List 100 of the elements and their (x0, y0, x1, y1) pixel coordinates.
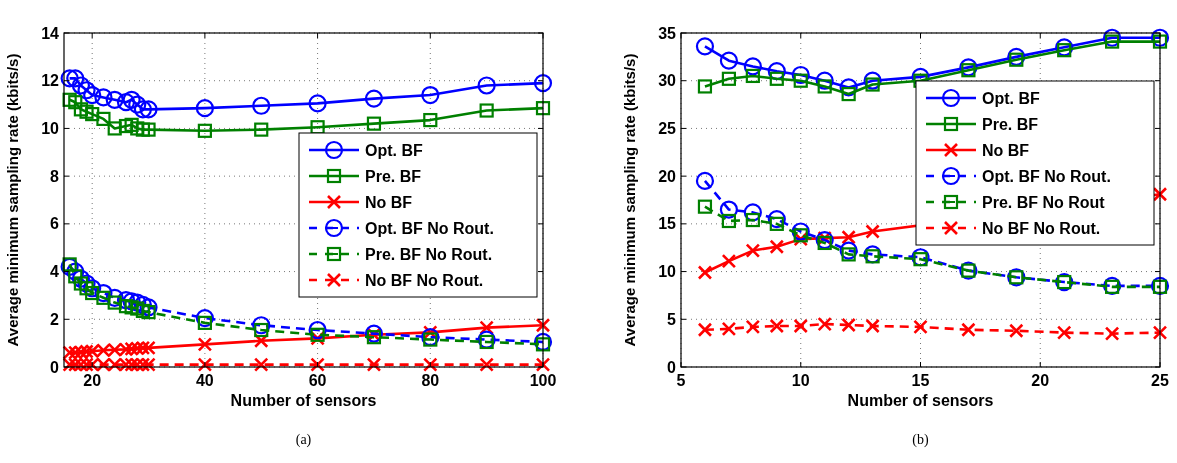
y-tick-label: 2 (50, 310, 60, 328)
point (697, 79, 713, 94)
point (139, 100, 158, 119)
point (1103, 28, 1122, 47)
y-tick-label: 15 (658, 215, 677, 233)
legend-label: Opt. BF No Rout. (982, 167, 1111, 185)
y-tick-label: 30 (658, 72, 677, 90)
point (911, 248, 930, 267)
point (73, 102, 89, 117)
point (195, 99, 214, 118)
point (60, 257, 79, 276)
point (721, 253, 737, 269)
point (961, 322, 976, 338)
point (85, 285, 100, 301)
point (959, 58, 978, 77)
point (197, 315, 212, 330)
point (60, 69, 79, 88)
y-tick-label: 10 (41, 120, 60, 138)
y-tick-label: 0 (50, 358, 60, 376)
legend-label: Pre. BF (982, 115, 1039, 133)
point (107, 295, 122, 310)
point (815, 230, 834, 250)
legend-label: Opt. BF (365, 141, 423, 159)
point (479, 103, 494, 118)
point (83, 279, 102, 298)
point (252, 316, 271, 335)
point (697, 265, 713, 280)
point (863, 245, 882, 264)
point (769, 239, 785, 255)
point (252, 96, 271, 115)
point (68, 269, 83, 284)
point (107, 121, 122, 136)
legend-label: Pre. BF No Rout. (365, 245, 493, 263)
point (865, 224, 880, 239)
legend-label: Opt. BF No Rout. (365, 219, 494, 237)
y-tick-label: 8 (50, 167, 60, 185)
point (791, 65, 810, 85)
point (1009, 323, 1024, 339)
point (533, 332, 553, 352)
point (721, 321, 737, 337)
x-tick-label: 20 (83, 372, 102, 389)
point (1055, 38, 1074, 57)
y-tick-label: 25 (658, 120, 677, 138)
point (865, 249, 880, 264)
point (767, 62, 786, 81)
point (73, 276, 89, 291)
point (310, 357, 325, 372)
point (745, 212, 760, 228)
point (815, 71, 834, 90)
point (62, 92, 77, 107)
point (719, 200, 738, 219)
point (865, 318, 880, 334)
point (793, 228, 808, 243)
point (1152, 325, 1168, 340)
point (133, 100, 152, 119)
point (769, 318, 785, 334)
point (477, 330, 496, 349)
legend-label: Opt. BF (982, 89, 1040, 107)
point (721, 213, 736, 229)
point (697, 199, 713, 214)
point (79, 281, 94, 296)
point (793, 318, 809, 334)
y-tick-label: 12 (41, 72, 60, 90)
point (364, 89, 384, 108)
point (719, 51, 738, 70)
point (197, 357, 213, 372)
y-tick-label: 35 (658, 24, 677, 42)
point (695, 171, 715, 191)
point (1056, 325, 1072, 340)
point (1150, 28, 1170, 47)
point (841, 86, 856, 102)
point (310, 120, 325, 135)
point (139, 298, 158, 317)
point (697, 322, 713, 338)
point (743, 57, 762, 76)
y-tick-label: 0 (667, 358, 677, 376)
legend-label: No BF No Rout. (982, 219, 1101, 237)
point (135, 303, 150, 319)
point (817, 316, 832, 332)
point (791, 222, 810, 241)
x-tick-label: 100 (529, 372, 557, 389)
point (721, 71, 736, 86)
point (118, 118, 134, 134)
point (116, 291, 136, 310)
y-tick-label: 5 (667, 310, 677, 328)
point (253, 357, 269, 372)
point (841, 317, 856, 333)
point (769, 216, 784, 231)
x-axis-title: Number of sensors (847, 392, 994, 409)
point (105, 288, 124, 307)
point (308, 320, 327, 340)
point (66, 69, 85, 88)
point (1104, 326, 1120, 341)
point (767, 209, 786, 229)
point (863, 71, 882, 90)
text: (a) (295, 432, 312, 448)
point (535, 317, 551, 333)
point (421, 328, 440, 347)
legend-label: No BF No Rout. (365, 271, 484, 289)
point (128, 95, 147, 114)
